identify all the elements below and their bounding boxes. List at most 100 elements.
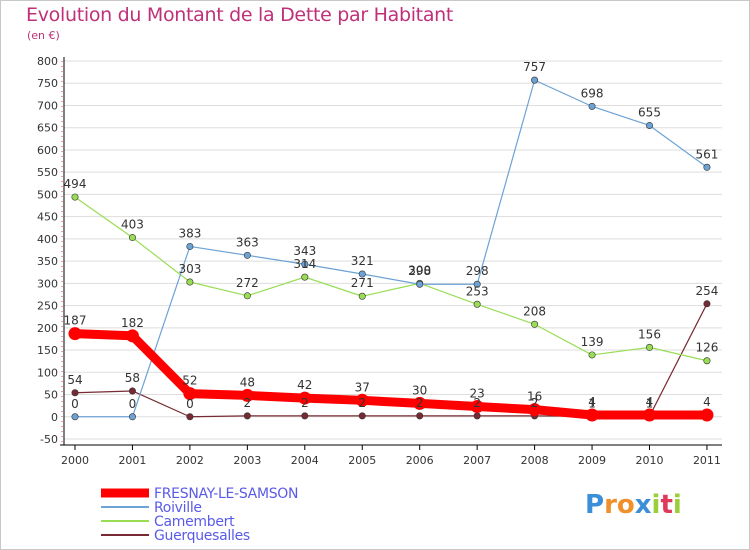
data-label: 271 [351,276,374,290]
data-label: 2 [473,396,481,410]
data-point [643,408,656,422]
data-label: 54 [67,373,82,387]
data-label: 208 [523,304,546,318]
data-label: 16 [527,390,542,404]
x-tick-label: 2004 [291,454,319,467]
data-point [700,408,714,422]
data-label: 42 [297,378,312,392]
data-point [243,292,251,300]
data-point [585,408,599,422]
data-point [358,412,366,420]
data-label: 2 [244,396,252,410]
data-point [301,412,309,420]
y-tick-label: 300 [37,277,58,290]
data-point [470,400,484,414]
data-point [473,412,481,420]
data-label: 298 [466,264,489,278]
data-point [243,412,251,420]
data-point [703,163,711,171]
data-label: 300 [408,263,431,277]
y-tick-label: 600 [37,144,58,157]
data-label: 561 [695,147,718,161]
data-label: 4 [703,395,711,409]
data-point [186,242,194,250]
x-tick-label: 2005 [348,454,376,467]
logo-letter: r [604,490,617,520]
legend-label: FRESNAY-LE-SAMSON [154,486,298,502]
data-point [416,412,424,420]
series-line-fresnay-le-samson [70,329,712,420]
data-label: 272 [236,276,259,290]
y-tick-label: 250 [37,300,58,313]
data-label: 187 [64,314,87,328]
data-label: 343 [293,244,316,258]
data-label: 48 [240,375,255,389]
y-tick-label: 350 [37,255,58,268]
data-label: 23 [470,387,485,401]
y-tick-label: 400 [37,233,58,246]
data-label: 698 [581,86,604,100]
data-point [128,413,136,421]
data-point [125,329,139,343]
data-label: 2 [416,396,424,410]
data-label: 494 [64,177,87,191]
chart-title: Evolution du Montant de la Dette par Hab… [26,4,454,26]
legend-label: Roiville [154,500,202,516]
y-tick-label: -50 [40,433,58,446]
data-point [703,300,711,308]
x-tick-label: 2001 [118,454,146,467]
y-tick-label: 500 [37,188,58,201]
legend-label: Camembert [154,514,235,530]
data-label: 0 [129,397,137,411]
data-point [645,343,653,351]
y-tick-label: 200 [37,322,58,335]
data-label: 0 [71,397,79,411]
data-label: 126 [695,341,718,355]
data-point [588,102,596,110]
x-tick-label: 2007 [463,454,491,467]
y-tick-label: 0 [51,411,58,424]
logo-letter: t [660,490,673,520]
data-label: 58 [125,371,140,385]
x-tick-label: 2010 [636,454,664,467]
y-tick-label: 550 [37,166,58,179]
logo-letter: P [585,490,605,520]
data-label: 1 [588,396,596,410]
data-point [358,270,366,278]
data-label: 363 [236,235,259,249]
series-line-roiville [74,79,708,418]
data-label: 2 [358,396,366,410]
x-tick-label: 2008 [521,454,549,467]
y-tick-label: 50 [44,389,58,402]
data-point [355,393,369,407]
data-point [68,327,82,341]
data-label: 655 [638,105,661,119]
data-label: 253 [466,284,489,298]
data-point [413,396,427,410]
data-label: 321 [351,254,374,268]
data-point [703,357,711,365]
logo-letter: o [616,490,635,520]
data-point [71,193,79,201]
y-tick-label: 100 [37,366,58,379]
x-tick-label: 2003 [233,454,261,467]
data-label: 182 [121,316,144,330]
proxiti-logo: Proxiti [585,490,682,520]
data-point [473,300,481,308]
data-label: 2 [301,396,309,410]
data-point [645,121,653,129]
data-point [301,273,309,281]
data-point [301,260,309,268]
logo-letter: i [651,490,661,520]
data-point [531,76,539,84]
data-point [128,387,136,395]
data-point [416,280,424,288]
data-point [71,389,79,397]
x-tick-label: 2009 [578,454,606,467]
x-tick-label: 2002 [176,454,204,467]
data-label: 403 [121,218,144,232]
data-point [358,292,366,300]
data-point [71,413,79,421]
